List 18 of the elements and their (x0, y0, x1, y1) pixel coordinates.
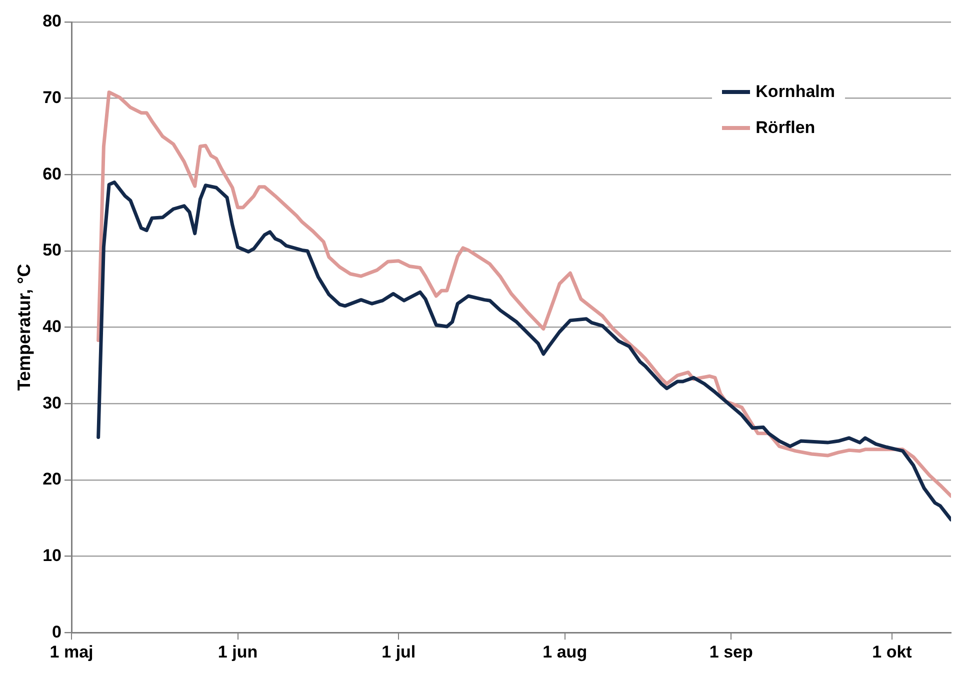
x-tick-label: 1 jul (382, 642, 416, 662)
y-tick-label: 60 (42, 164, 62, 184)
x-tick-label: 1 aug (542, 642, 588, 662)
y-tick-label: 80 (42, 12, 62, 31)
y-tick-label: 30 (42, 393, 62, 412)
y-tick-label: 10 (42, 546, 62, 565)
y-tick-label: 0 (52, 622, 62, 642)
x-tick-label: 1 okt (872, 642, 912, 662)
y-axis-title: Temperatur, °C (14, 264, 34, 391)
x-tick-label: 1 maj (50, 642, 94, 662)
x-tick-label: 1 sep (709, 642, 753, 662)
x-tick-label: 1 jun (218, 642, 258, 662)
y-tick-label: 70 (42, 88, 62, 108)
legend-label: Rörflen (756, 118, 816, 138)
legend-label: Kornhalm (756, 82, 835, 102)
y-tick-label: 20 (42, 470, 62, 489)
y-tick-label: 40 (42, 316, 62, 336)
y-tick-label: 50 (42, 240, 62, 260)
